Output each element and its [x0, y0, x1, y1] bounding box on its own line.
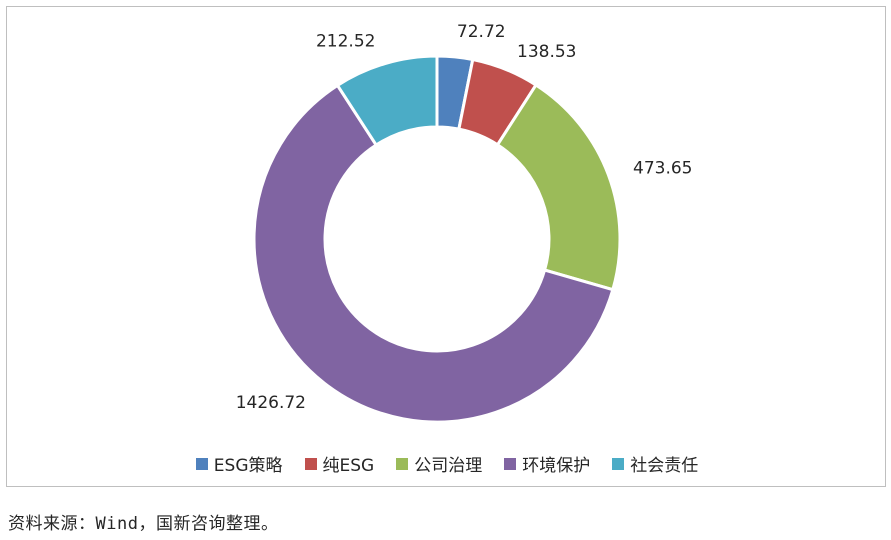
legend-label: 纯ESG — [322, 456, 375, 476]
data-label: 473.65 — [633, 159, 692, 179]
legend-item: 公司治理 — [396, 451, 482, 476]
legend-swatch — [304, 457, 317, 470]
data-label: 1426.72 — [236, 393, 306, 413]
data-label: 72.72 — [457, 22, 506, 42]
legend-swatch — [195, 457, 208, 470]
legend-swatch — [396, 457, 409, 470]
donut-chart: 72.72 138.53 473.65 1426.72 212.52 — [236, 22, 693, 424]
legend: ESG策略 纯ESG 公司治理 环境保护 社会责任 — [7, 451, 887, 476]
source-note: 资料来源：Wind，国新咨询整理。 — [8, 514, 279, 534]
legend-label: 公司治理 — [414, 456, 483, 476]
legend-item: 环境保护 — [504, 451, 590, 476]
legend-item: ESG策略 — [195, 451, 283, 476]
donut-slice — [495, 82, 622, 292]
legend-label: ESG策略 — [213, 456, 283, 476]
chart-frame: 72.72 138.53 473.65 1426.72 212.52 ESG策略 纯ESG… — [6, 6, 886, 487]
donut-slice — [335, 54, 439, 148]
data-label: 212.52 — [316, 31, 375, 51]
legend-swatch — [612, 457, 625, 470]
donut-slice — [252, 83, 615, 424]
legend-item: 社会责任 — [612, 451, 698, 476]
legend-swatch — [504, 457, 517, 470]
legend-label: 社会责任 — [630, 456, 699, 476]
legend-label: 环境保护 — [522, 456, 591, 476]
data-label: 138.53 — [517, 42, 576, 62]
legend-item: 纯ESG — [304, 451, 375, 476]
